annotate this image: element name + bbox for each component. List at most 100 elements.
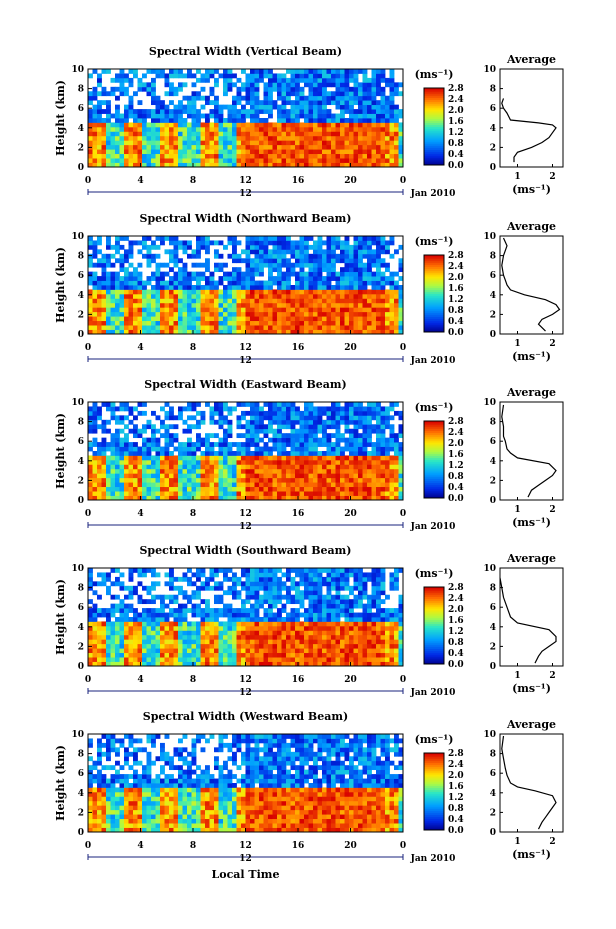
heatmap-cell	[367, 86, 372, 92]
heatmap-cell	[142, 122, 147, 128]
heatmap-cell	[218, 135, 224, 141]
heatmap-cell	[169, 126, 174, 132]
heatmap-cell	[133, 135, 138, 141]
heatmap-cell	[115, 289, 120, 295]
heatmap-cell	[187, 153, 192, 159]
heatmap-cell	[214, 464, 219, 470]
heatmap-cell	[304, 240, 309, 246]
heatmap-cell	[164, 634, 170, 640]
heatmap-cell	[317, 459, 323, 465]
heatmap-cell	[187, 162, 192, 168]
heatmap-cell	[254, 621, 260, 627]
heatmap-cell	[263, 95, 269, 101]
heatmap-cell	[389, 253, 395, 259]
colorbar-strip	[424, 436, 444, 439]
heatmap-cell	[223, 86, 228, 92]
heatmap-cell	[326, 468, 332, 474]
heatmap-cell	[191, 253, 197, 259]
heatmap-cell	[88, 612, 93, 618]
heatmap-cell	[92, 293, 98, 299]
heatmap-cell	[304, 495, 309, 501]
heatmap-cell	[290, 122, 296, 128]
heatmap-cell	[160, 648, 165, 654]
heatmap-cell	[331, 320, 336, 326]
heatmap-cell	[133, 158, 138, 163]
heatmap-cell	[92, 652, 98, 658]
heatmap-cell	[263, 486, 269, 492]
heatmap-cell	[182, 104, 188, 110]
heatmap-cell	[380, 437, 386, 443]
colorbar-strip	[424, 255, 444, 258]
heatmap-cell	[187, 298, 192, 304]
heatmap-cell	[227, 289, 233, 295]
heatmap-cell	[169, 482, 174, 488]
heatmap-cell	[151, 482, 156, 488]
heatmap-cell	[173, 276, 179, 281]
heatmap-cell	[389, 459, 395, 465]
heatmap-cell	[214, 280, 219, 286]
heatmap-cell	[133, 153, 138, 159]
colorbar-strip	[424, 314, 444, 318]
heatmap-cell	[371, 442, 377, 447]
heatmap-cell	[367, 280, 372, 286]
heatmap-cell	[367, 329, 372, 335]
heatmap-cell	[313, 244, 318, 250]
heatmap-cell	[110, 86, 116, 92]
heatmap-cell	[326, 280, 332, 286]
heatmap-cell	[313, 415, 318, 421]
average-y-tick-label: 4	[490, 457, 496, 467]
heatmap-cell	[133, 568, 138, 573]
heatmap-cell	[277, 153, 282, 159]
heatmap-cell	[236, 109, 242, 114]
heatmap-cell	[322, 262, 327, 268]
heatmap-cell	[101, 455, 107, 461]
heatmap-cell	[290, 311, 296, 317]
heatmap-cell	[214, 648, 219, 654]
heatmap-cell	[335, 126, 341, 132]
heatmap-cell	[349, 325, 354, 330]
heatmap-cell	[178, 244, 183, 250]
heatmap-cell	[340, 100, 345, 106]
heatmap-cell	[110, 406, 116, 412]
heatmap-cell	[128, 410, 134, 416]
heatmap-cell	[142, 240, 147, 246]
heatmap-cell	[376, 249, 381, 255]
heatmap-cell	[245, 590, 251, 596]
heatmap-cell	[178, 495, 183, 501]
heatmap-cell	[178, 113, 183, 119]
heatmap-cell	[290, 464, 296, 470]
average-y-tick-label: 8	[490, 85, 496, 95]
heatmap-cell	[295, 451, 300, 456]
heatmap-cell	[169, 158, 174, 163]
heatmap-cell	[353, 477, 359, 483]
heatmap-cell	[88, 568, 93, 573]
heatmap-cell	[218, 402, 224, 407]
heatmap-cell	[232, 162, 237, 168]
heatmap-cell	[97, 410, 102, 416]
heatmap-cell	[317, 495, 323, 501]
x-tick-label: 12	[239, 509, 252, 519]
heatmap-cell	[367, 293, 372, 299]
heatmap-cell	[142, 311, 147, 317]
heatmap-cell	[245, 491, 251, 496]
heatmap-cell	[115, 639, 120, 645]
heatmap-cell	[380, 158, 386, 163]
heatmap-cell	[223, 406, 228, 412]
heatmap-cell	[322, 118, 327, 123]
heatmap-cell	[362, 433, 368, 439]
heatmap-cell	[362, 86, 368, 92]
heatmap-cell	[92, 486, 98, 492]
heatmap-cell	[214, 240, 219, 246]
heatmap-cell	[200, 437, 206, 443]
heatmap-cell	[146, 419, 152, 425]
heatmap-cell	[313, 442, 318, 447]
heatmap-cell	[389, 109, 395, 114]
heatmap-cell	[218, 437, 224, 443]
heatmap-cell	[97, 652, 102, 658]
heatmap-cell	[164, 451, 170, 456]
heatmap-cell	[331, 69, 336, 74]
heatmap-cell	[371, 162, 377, 168]
heatmap-cell	[146, 86, 152, 92]
heatmap-cell	[236, 419, 242, 425]
heatmap-cell	[326, 311, 332, 317]
